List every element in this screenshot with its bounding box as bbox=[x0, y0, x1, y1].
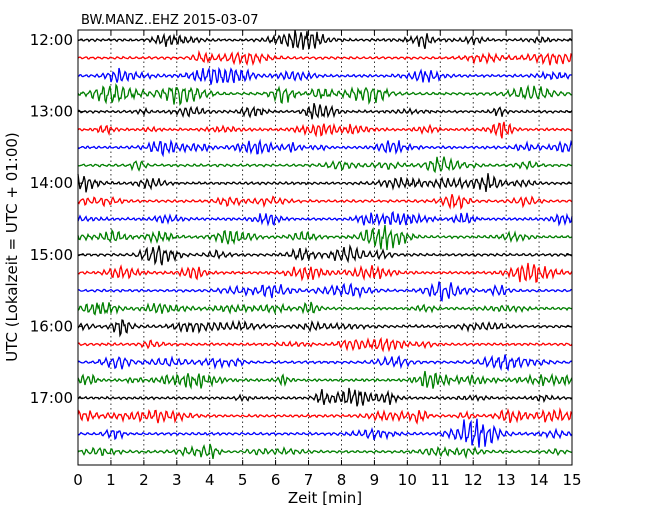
x-tick-label: 7 bbox=[304, 471, 314, 489]
trace-1330 bbox=[77, 138, 573, 158]
y-tick-label: 16:00 bbox=[30, 317, 73, 335]
x-tick-label: 13 bbox=[497, 471, 516, 489]
x-tick-label: 1 bbox=[106, 471, 116, 489]
y-tick-label: 17:00 bbox=[30, 389, 73, 407]
trace-1645 bbox=[77, 370, 573, 390]
x-tick-label: 4 bbox=[205, 471, 215, 489]
x-tick-label: 5 bbox=[238, 471, 248, 489]
trace-1545 bbox=[77, 301, 573, 316]
y-tick-label: 12:00 bbox=[30, 31, 73, 49]
trace-1430 bbox=[77, 210, 573, 227]
trace-1200 bbox=[77, 29, 573, 50]
x-tick-label: 2 bbox=[139, 471, 149, 489]
chart-title: BW.MANZ..EHZ 2015-03-07 bbox=[81, 13, 259, 28]
plot-frame bbox=[77, 29, 573, 466]
x-tick-label: 11 bbox=[431, 471, 450, 489]
y-tick-label: 15:00 bbox=[30, 246, 73, 264]
x-tick-label: 12 bbox=[464, 471, 483, 489]
trace-1245 bbox=[77, 83, 573, 107]
x-tick-label: 6 bbox=[271, 471, 281, 489]
trace-1745 bbox=[77, 443, 573, 460]
trace-1500 bbox=[77, 243, 573, 266]
trace-1515 bbox=[77, 262, 573, 283]
x-tick-label: 0 bbox=[73, 471, 83, 489]
x-axis-title: Zeit [min] bbox=[288, 489, 362, 507]
seismic-traces bbox=[77, 29, 573, 460]
y-axis-title: UTC (Lokalzeit = UTC + 01:00) bbox=[3, 132, 21, 362]
x-tick-label: 10 bbox=[398, 471, 417, 489]
trace-1715 bbox=[77, 407, 573, 425]
y-tick-label: 13:00 bbox=[30, 103, 73, 121]
x-axis-ticks: 0 1 2 3 4 5 6 7 8 9 10 11 12 13 14 15 bbox=[73, 30, 582, 489]
x-tick-label: 3 bbox=[172, 471, 182, 489]
trace-1445 bbox=[77, 225, 573, 251]
trace-1730 bbox=[77, 418, 573, 448]
grid-lines bbox=[110, 30, 540, 465]
trace-1530 bbox=[77, 281, 573, 302]
trace-1700 bbox=[77, 387, 573, 407]
trace-1600 bbox=[77, 319, 573, 338]
y-tick-label: 14:00 bbox=[30, 174, 73, 192]
x-tick-label: 14 bbox=[530, 471, 549, 489]
trace-1215 bbox=[77, 49, 573, 66]
trace-1615 bbox=[77, 336, 573, 353]
trace-1300 bbox=[77, 103, 573, 120]
trace-1345 bbox=[77, 156, 573, 174]
trace-1400 bbox=[77, 173, 573, 193]
x-tick-label: 9 bbox=[370, 471, 380, 489]
x-tick-label: 15 bbox=[562, 471, 581, 489]
y-axis-ticks: 12:00 13:00 14:00 15:00 16:00 17:00 bbox=[30, 31, 572, 407]
trace-1630 bbox=[77, 354, 573, 372]
trace-1415 bbox=[77, 194, 573, 210]
trace-1230 bbox=[77, 66, 573, 85]
x-tick-label: 8 bbox=[337, 471, 347, 489]
trace-1315 bbox=[77, 121, 573, 139]
